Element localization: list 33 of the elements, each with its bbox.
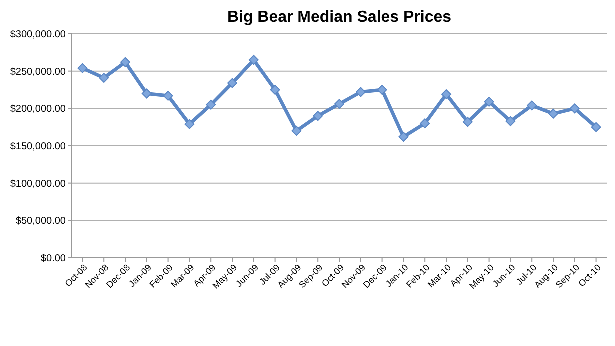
point bbox=[334, 99, 344, 110]
point bbox=[184, 119, 195, 130]
point bbox=[120, 57, 130, 68]
point bbox=[356, 87, 366, 98]
y-tick-label: $200,000.00 bbox=[10, 104, 66, 116]
point bbox=[78, 63, 88, 74]
y-tick-label: $300,000.00 bbox=[10, 30, 66, 40]
point bbox=[292, 126, 302, 136]
point bbox=[228, 78, 238, 88]
y-tick-label: $150,000.00 bbox=[10, 142, 66, 152]
point bbox=[570, 104, 580, 114]
point bbox=[527, 100, 538, 111]
point bbox=[484, 96, 494, 107]
y-tick-label: $50,000.00 bbox=[16, 216, 66, 228]
point bbox=[248, 55, 259, 66]
y-tick-label: $0.00 bbox=[40, 254, 66, 264]
point bbox=[270, 85, 280, 95]
point bbox=[462, 117, 473, 128]
point bbox=[163, 90, 174, 101]
y-tick-label: $100,000.00 bbox=[10, 178, 66, 190]
point bbox=[506, 116, 516, 126]
point bbox=[313, 111, 324, 122]
chart-title: Big Bear Median Sales Prices bbox=[227, 9, 452, 26]
point bbox=[377, 85, 388, 95]
point bbox=[398, 132, 409, 142]
point bbox=[142, 88, 152, 99]
point bbox=[420, 118, 430, 129]
y-tick-label: $250,000.00 bbox=[10, 66, 66, 78]
point bbox=[591, 122, 602, 132]
point bbox=[206, 100, 216, 110]
point bbox=[99, 73, 110, 84]
point bbox=[548, 108, 558, 119]
point bbox=[442, 89, 452, 100]
